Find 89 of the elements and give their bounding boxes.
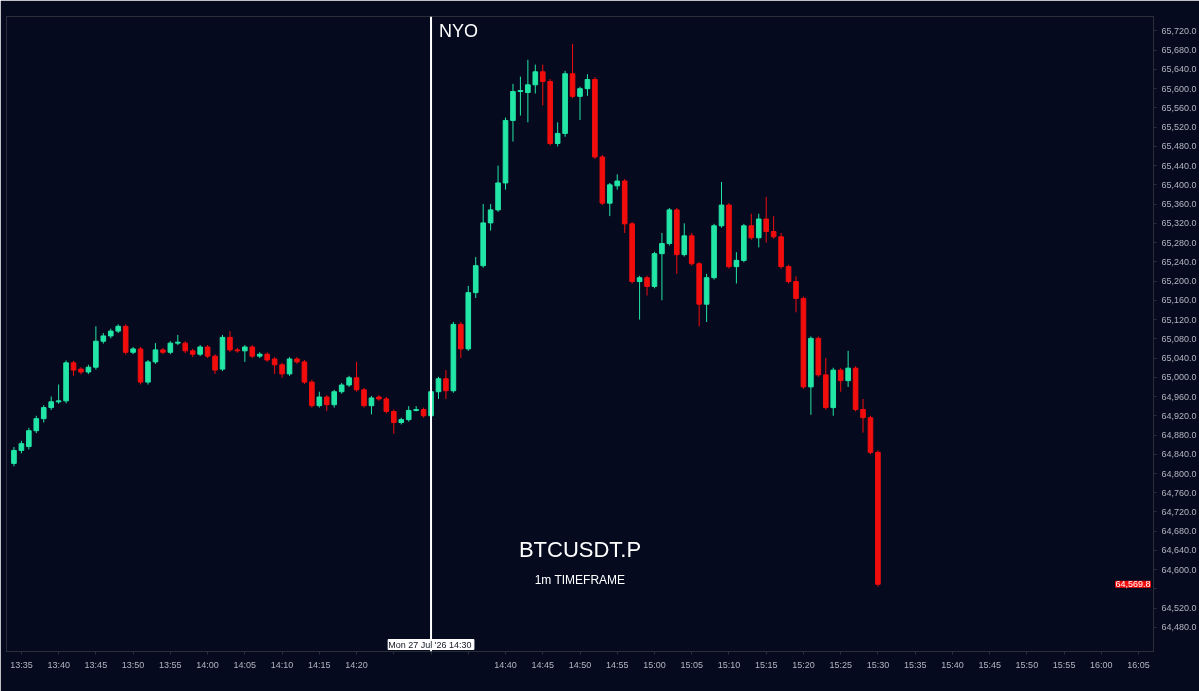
text: 1m TIMEFRAME: [534, 572, 626, 587]
candlestick: [212, 353, 218, 375]
y-tick-label: 64,640.0: [1161, 545, 1197, 556]
candlestick: [837, 367, 844, 393]
candlestick: [763, 196, 770, 244]
y-tick-label: 65,000.0: [1161, 372, 1197, 383]
x-tick-label: 15:05: [680, 659, 703, 670]
candlestick: [309, 379, 315, 409]
y-tick-label: 65,680.0: [1161, 45, 1197, 56]
y-tick-label: 65,040.0: [1161, 353, 1197, 364]
x-tick-label: 15:40: [941, 659, 964, 670]
candlestick: [636, 275, 643, 321]
y-tick-label: 65,520.0: [1161, 122, 1197, 133]
candlestick: [748, 213, 755, 241]
candlestick: [227, 330, 233, 353]
candlestick: [301, 359, 308, 385]
candlestick: [390, 409, 397, 435]
y-tick-label: 65,600.0: [1161, 83, 1197, 94]
candlestick: [755, 213, 762, 248]
x-tick-label: 16:05: [1127, 659, 1150, 670]
candlestick: [55, 384, 62, 405]
y-tick-label: 65,400.0: [1161, 179, 1197, 190]
x-tick-label: 15:25: [829, 659, 852, 670]
y-tick-label: 64,600.0: [1161, 564, 1197, 575]
x-tick-label: 14:20: [345, 659, 368, 670]
x-tick-label: 13:35: [10, 659, 33, 670]
text: BTCUSDT.P: [518, 536, 642, 562]
x-tick-label: 15:30: [866, 659, 890, 670]
x-tick-label: 15:20: [792, 659, 815, 670]
x-tick-label: 14:50: [568, 659, 592, 670]
y-tick-label: 65,160.0: [1161, 295, 1197, 306]
y-tick-label: 65,200.0: [1161, 276, 1197, 287]
ref-line-label: NYO: [439, 20, 479, 41]
x-tick-label: 15:15: [754, 659, 778, 670]
x-tick-label: 13:55: [159, 659, 182, 670]
y-tick-label: 65,240.0: [1161, 256, 1197, 267]
y-tick-label: 64,880.0: [1161, 430, 1197, 441]
y-tick-label: 64,840.0: [1161, 449, 1197, 460]
x-tick-label: 14:10: [270, 659, 294, 670]
y-tick-label: 64,760.0: [1161, 487, 1197, 498]
x-tick-label: 13:40: [47, 659, 70, 670]
candlestick: [644, 275, 650, 297]
x-tick-label: 14:00: [196, 659, 219, 670]
y-tick-label: 64,800.0: [1161, 468, 1197, 479]
y-tick-label: 65,280.0: [1161, 237, 1197, 248]
x-tick-label: 13:45: [84, 659, 108, 670]
y-tick-label: 64,960.0: [1161, 391, 1197, 402]
y-tick-label: 64,480.0: [1161, 622, 1197, 633]
candlestick: [368, 395, 375, 415]
candlestick: [286, 356, 293, 377]
annotation: 64,569.8: [1115, 579, 1151, 590]
candlestick: [11, 446, 17, 467]
x-tick-label: 14:40: [494, 659, 517, 670]
y-tick-label: 64,680.0: [1161, 526, 1197, 537]
x-tick-label: 15:00: [643, 659, 666, 670]
x-tick-label: 14:55: [605, 659, 629, 670]
candlestick: [733, 251, 740, 284]
candlestick: [145, 359, 151, 386]
x-tick-label: 13:50: [121, 659, 145, 670]
y-tick-label: 64,520.0: [1161, 603, 1197, 614]
x-tick-label: 15:55: [1052, 659, 1076, 670]
candlestick: [845, 350, 851, 388]
y-tick-label: 65,320.0: [1161, 218, 1197, 229]
candlestick: [435, 376, 442, 400]
y-tick-label: 65,120.0: [1161, 314, 1197, 325]
x-tick-label: 15:45: [978, 659, 1001, 670]
x-tick-label: 14:05: [233, 659, 257, 670]
y-tick-label: 64,720.0: [1161, 506, 1197, 517]
candlestick: [569, 43, 576, 99]
y-tick-label: 65,080.0: [1161, 333, 1197, 344]
y-tick-label: 65,480.0: [1161, 141, 1197, 152]
x-tick-label: 15:35: [903, 659, 927, 670]
candlestick: [718, 181, 725, 229]
candlestick: [681, 222, 688, 258]
x-tick-label: 15:50: [1015, 659, 1039, 670]
y-tick-label: 65,640.0: [1161, 64, 1197, 75]
candlestick: [443, 369, 449, 400]
y-tick-label: 64,920.0: [1161, 410, 1197, 421]
y-tick-label: 65,360.0: [1161, 199, 1197, 210]
y-tick-label: 65,720.0: [1161, 25, 1197, 36]
annotation: Mon 27 Jul '26 14:30: [388, 639, 472, 650]
y-tick-label: 65,560.0: [1161, 102, 1197, 113]
x-tick-label: 15:10: [717, 659, 741, 670]
x-tick-label: 14:15: [308, 659, 331, 670]
x-tick-label: 14:45: [531, 659, 555, 670]
x-tick-label: 16:00: [1090, 659, 1113, 670]
candlestick: [152, 342, 159, 365]
y-tick-label: 65,440.0: [1161, 160, 1197, 171]
candlestick: [487, 203, 494, 232]
